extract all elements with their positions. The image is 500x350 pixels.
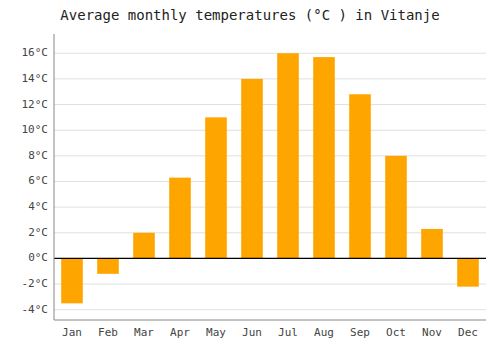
x-tick-label: Sep — [350, 326, 370, 339]
grid-line — [54, 53, 486, 54]
bar — [169, 178, 191, 259]
x-tick-label: Feb — [98, 326, 118, 339]
x-tick-label: Nov — [422, 326, 442, 339]
chart: Average monthly temperatures (°C ) in Vi… — [0, 0, 500, 350]
bar — [241, 79, 263, 259]
x-tick-labels: Jan Feb Mar Apr May Jun Jul Aug Sep Oct Nov Dec — [62, 326, 478, 339]
bar — [457, 258, 479, 286]
x-tick-label: Jun — [242, 326, 262, 339]
bar — [133, 233, 155, 259]
y-tick-label: 16°C — [22, 46, 49, 59]
y-axis-line — [54, 34, 55, 320]
grid-line — [54, 78, 486, 79]
x-tick-label: Mar — [134, 326, 154, 339]
y-tick-label: 2°C — [28, 226, 48, 239]
x-axis-line — [54, 320, 486, 321]
grid — [54, 53, 486, 310]
grid-line — [54, 104, 486, 105]
bar — [421, 229, 443, 258]
bar — [313, 57, 335, 258]
y-tick-label: -2°C — [22, 277, 49, 290]
bar — [349, 94, 371, 258]
x-tick-label: Jul — [278, 326, 298, 339]
y-tick-label: 10°C — [22, 123, 49, 136]
y-tick-label: 4°C — [28, 200, 48, 213]
bars — [61, 53, 479, 303]
x-tick-label: Dec — [458, 326, 478, 339]
x-tick-label: Aug — [314, 326, 334, 339]
bar — [61, 258, 83, 303]
y-tick-label: 12°C — [22, 98, 49, 111]
y-tick-label: 0°C — [28, 251, 48, 264]
zero-line — [54, 258, 486, 259]
x-tick-label: May — [206, 326, 226, 339]
grid-line — [54, 207, 486, 208]
bar — [385, 156, 407, 259]
bar — [205, 117, 227, 258]
grid-line — [54, 181, 486, 182]
y-tick-labels: -4°C -2°C 0°C 2°C 4°C 6°C 8°C 10°C 12°C 14°C 16°C — [22, 46, 49, 316]
grid-line — [54, 258, 486, 259]
bar — [277, 53, 299, 258]
x-tick-label: Apr — [170, 326, 190, 339]
bar — [97, 258, 119, 273]
x-tick-label: Oct — [386, 326, 406, 339]
y-tick-label: 8°C — [28, 149, 48, 162]
y-tick-label: -4°C — [22, 303, 49, 316]
title: Average monthly temperatures (°C ) in Vi… — [60, 7, 439, 23]
grid-line — [54, 155, 486, 156]
y-tick-label: 6°C — [28, 174, 48, 187]
grid-line — [54, 284, 486, 285]
y-tick-label: 14°C — [22, 72, 49, 85]
page: {"chart_data": {"type": "bar", "title": … — [0, 0, 500, 350]
grid-line — [54, 130, 486, 131]
chart-container: Average monthly temperatures (°C ) in Vi… — [0, 0, 500, 350]
grid-line — [54, 309, 486, 310]
x-tick-label: Jan — [62, 326, 82, 339]
